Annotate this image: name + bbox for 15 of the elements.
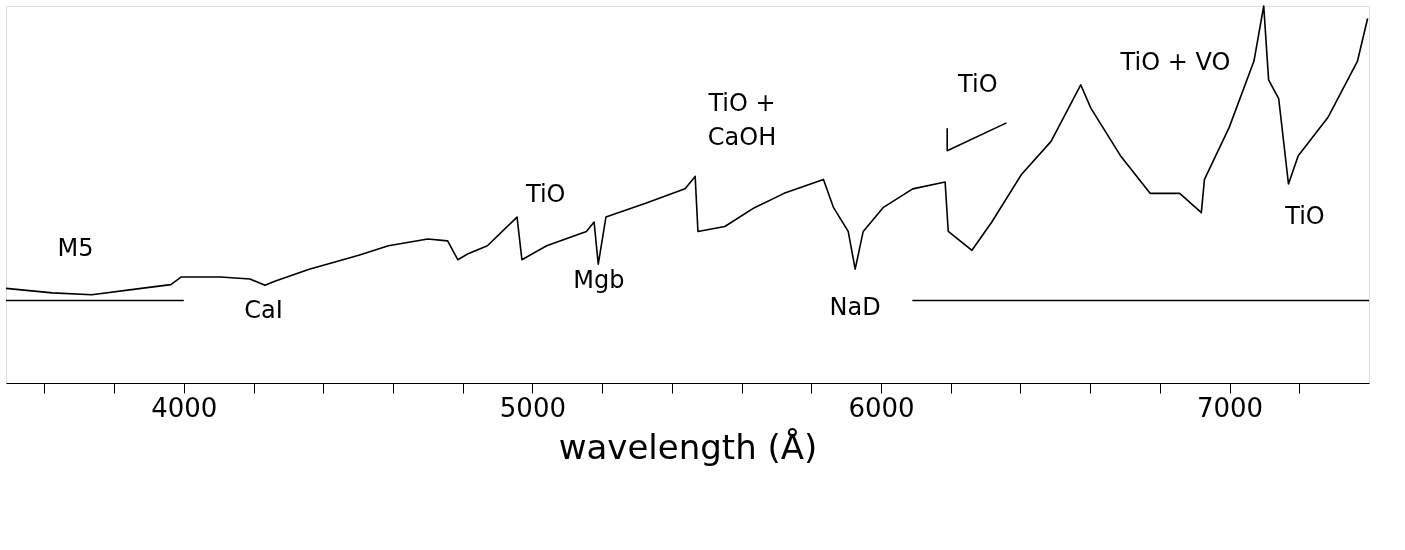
annotation: TiO — [957, 70, 998, 99]
annotation: CaI — [244, 296, 283, 325]
annotation: NaD — [829, 292, 881, 321]
x-tick-label: 7000 — [1196, 392, 1264, 423]
annotation: Mgb — [573, 266, 625, 295]
x-axis-title: wavelength (Å) — [558, 426, 818, 467]
annotation: M5 — [57, 234, 94, 263]
annotation: TiO — [1284, 202, 1325, 231]
x-tick-label: 5000 — [499, 392, 566, 423]
annotation: CaOH — [707, 122, 777, 151]
annotation: TiO + — [707, 89, 776, 118]
x-tick-label: 6000 — [848, 392, 915, 423]
annotation: TiO — [525, 179, 566, 208]
annotation: TiO + VO — [1119, 47, 1231, 76]
x-tick-label: 4000 — [151, 392, 218, 423]
